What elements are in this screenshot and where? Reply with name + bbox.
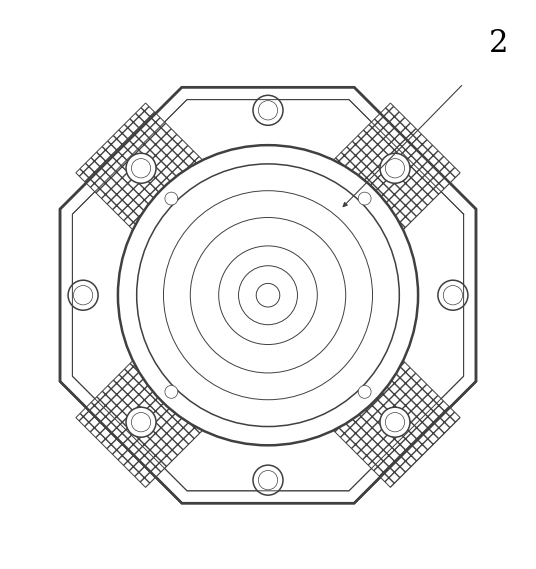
Polygon shape bbox=[76, 103, 460, 488]
Circle shape bbox=[126, 153, 156, 183]
Circle shape bbox=[358, 192, 371, 205]
Circle shape bbox=[438, 280, 468, 310]
Polygon shape bbox=[60, 87, 476, 503]
Circle shape bbox=[118, 145, 418, 446]
Circle shape bbox=[380, 407, 410, 437]
Circle shape bbox=[253, 465, 283, 495]
Text: 2: 2 bbox=[489, 28, 508, 59]
Polygon shape bbox=[76, 103, 460, 488]
Circle shape bbox=[253, 95, 283, 125]
Circle shape bbox=[358, 385, 371, 398]
Circle shape bbox=[68, 280, 98, 310]
Circle shape bbox=[256, 283, 280, 307]
Circle shape bbox=[165, 192, 178, 205]
Circle shape bbox=[165, 385, 178, 398]
Circle shape bbox=[126, 407, 156, 437]
Circle shape bbox=[380, 153, 410, 183]
